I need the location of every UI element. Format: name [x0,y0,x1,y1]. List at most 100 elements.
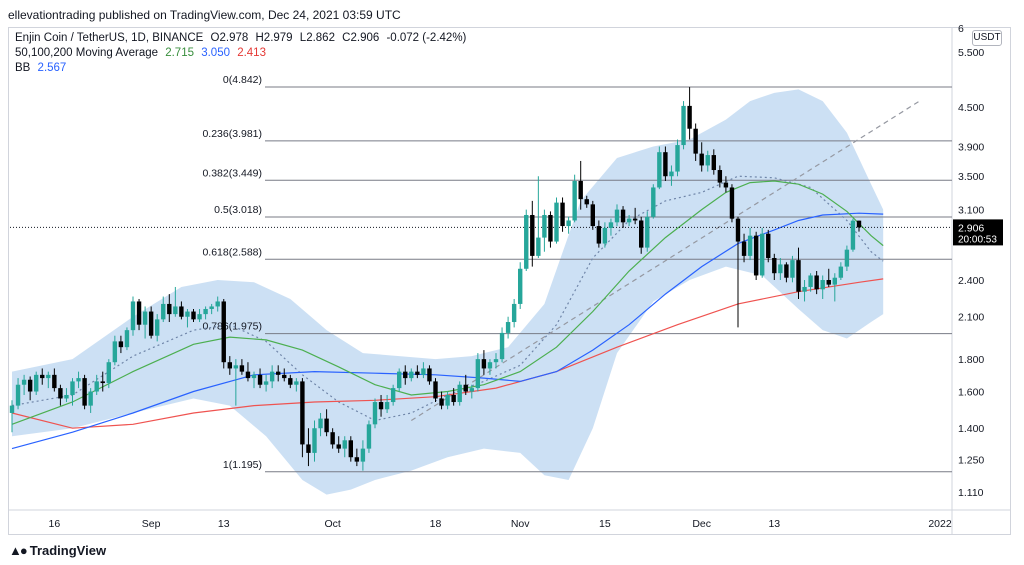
candle [94,374,99,395]
legend-ma-row: 50,100,200 Moving Average 2.715 3.050 2.… [15,46,470,61]
candle-body [596,226,602,244]
candle [148,306,154,339]
y-tick-label: 1.600 [958,387,984,399]
tradingview-logo[interactable]: ▲● TradingView [9,543,106,558]
candle-body [487,362,493,369]
candle-body [239,365,245,372]
bb-basis-line [11,175,884,422]
candle [215,296,220,312]
candle [784,262,789,283]
candle [294,378,299,392]
candle [711,149,716,175]
candle-body [445,394,450,406]
currency-badge[interactable]: USDT [972,30,1002,46]
candle [584,195,589,208]
candle-body [433,381,438,399]
candle-body [34,374,39,392]
fib-level-label: 0.382(3.449) [202,167,262,179]
candle-body [735,218,741,242]
candle-body [687,105,692,129]
candle [167,294,172,323]
candle [790,255,795,283]
candle [681,101,686,150]
legend-close-label: C [342,32,351,44]
candle [179,301,184,320]
candle [378,394,384,417]
candle-body [94,381,99,392]
candle [820,275,825,299]
published-line: ellevationtrading published on TradingVi… [8,8,401,22]
candle-body [46,374,51,379]
candle-body [663,152,668,177]
candle-body [378,402,384,410]
candle [221,298,226,369]
candle [838,262,844,281]
candle [40,368,45,385]
legend-ma-label: 50,100,200 Moving Average [15,47,159,59]
candle [415,365,420,379]
candle [288,374,293,389]
candle [699,142,704,172]
y-tick-label: 3.100 [958,205,984,217]
candle [826,268,831,287]
fib-level-label: 0(4.842) [223,74,262,86]
candle-body [403,371,408,379]
candle-body [669,171,674,177]
candle-body [88,391,93,406]
candle [802,280,807,302]
candle-body [584,199,589,205]
candle [318,412,323,437]
candle [52,368,57,392]
candle [263,374,269,392]
candle-body [15,384,21,406]
candle-body [493,359,499,363]
fib-level-label: 0.5(3.018) [214,204,262,216]
candle-body [518,268,523,304]
candle [21,374,27,395]
candle [88,388,93,413]
candle-body [312,428,317,453]
candle [360,440,366,471]
legend-ma100-value: 3.050 [201,47,230,59]
x-tick-label: Nov [511,518,530,530]
candle [27,376,33,401]
candle [136,298,142,331]
candle-body [505,322,511,333]
candle [269,365,275,389]
candle [536,176,541,258]
legend-open-label: O [210,32,220,44]
candle-body [645,216,650,248]
candle-body [747,235,753,256]
candle [481,350,487,375]
candle [421,362,426,379]
candle-body [530,214,535,256]
candle [34,371,39,395]
candle [766,229,771,263]
candle-body [463,384,468,392]
candle-body [850,220,856,250]
candle [530,200,535,267]
fib-level-label: 0.236(3.981) [202,128,262,140]
candle [566,216,571,234]
candle-body [106,362,111,384]
candle-body [651,187,656,217]
candle [82,374,87,410]
candle-body [118,341,124,348]
candle-body [832,277,837,285]
candle-body [681,105,686,146]
candle [282,368,287,382]
candle [251,371,257,389]
candle-body [203,308,208,315]
candle [608,218,614,236]
candle [403,365,408,385]
candle [856,220,862,232]
candle-body [572,180,577,221]
candle-body [9,405,15,413]
tradingview-logo-icon: ▲● [9,543,28,558]
candle [814,270,819,295]
legend-high-label: H [255,32,264,44]
candle-body [602,227,608,244]
candle [312,420,317,462]
candle [161,296,166,323]
